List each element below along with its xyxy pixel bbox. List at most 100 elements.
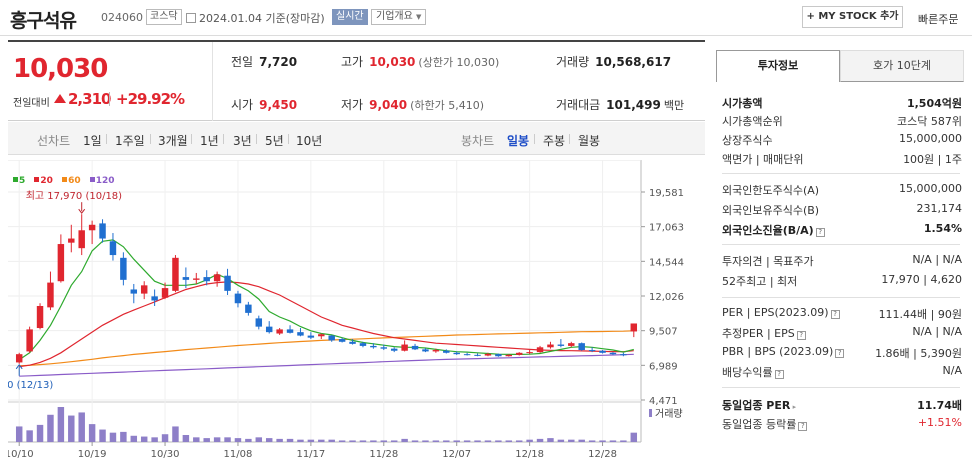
candle-body	[401, 344, 408, 351]
ma5-line	[18, 239, 634, 361]
change-percent: +29.92%	[116, 90, 185, 108]
quick-order-link[interactable]: 빠른주문	[918, 13, 959, 26]
volume-bar	[411, 440, 419, 442]
week52-value: 17,970 | 4,620	[881, 273, 962, 286]
divider	[191, 134, 192, 144]
candle-body	[432, 350, 440, 352]
monthly-tab[interactable]: 월봉	[578, 134, 601, 148]
est-per-value: N/A | N/A	[912, 325, 962, 338]
dividend-value: N/A	[942, 364, 962, 377]
volume-bar	[359, 440, 367, 442]
stock-header: 흥구석유 024060 코스닥 2024.01.04 기준(장마감) 실시간 기…	[0, 0, 972, 36]
x-tick-label: 10/30	[151, 449, 180, 460]
candle-body	[120, 257, 127, 280]
period-1d[interactable]: 1일	[83, 134, 102, 148]
divider	[109, 92, 110, 106]
open-value: 9,450	[259, 98, 298, 112]
volume-bar	[161, 434, 169, 442]
volume-bar	[536, 438, 544, 442]
volume-bar	[224, 437, 231, 442]
period-1y[interactable]: 1년	[200, 134, 219, 148]
volume-bar	[599, 440, 606, 442]
x-tick-label: 11/17	[296, 449, 325, 460]
high-annotation: 최고 17,970 (10/18)	[26, 190, 122, 202]
divider	[722, 387, 960, 388]
week52-label: 52주최고 | 최저	[722, 275, 798, 288]
candle-body	[172, 257, 179, 291]
est-per-row: 추정PER | EPS? N/A | N/A	[722, 325, 962, 341]
par-value: 100원 | 1주	[903, 153, 962, 166]
period-1w[interactable]: 1주일	[115, 134, 145, 148]
help-icon[interactable]: ?	[798, 422, 808, 431]
candle-body	[370, 345, 377, 348]
candle-body	[359, 343, 367, 346]
candle-body	[276, 329, 283, 334]
price-chart[interactable]: 19,581 17,063 14,544 12,026 9,507 6,989 4,471 1…	[8, 160, 705, 462]
industry-per-value: 11.74배	[917, 399, 962, 412]
pbr-value: 1.86배 | 5,390원	[875, 347, 962, 360]
volume-bar	[36, 424, 44, 442]
volume-bar	[265, 438, 273, 442]
help-icon[interactable]: ?	[796, 331, 806, 340]
volume-bar	[213, 437, 221, 442]
volume-bar	[151, 437, 158, 442]
candle-body	[505, 354, 513, 357]
y-tick-label: 9,507	[649, 327, 678, 338]
volume-bar	[255, 437, 263, 442]
volume-bar	[78, 412, 85, 442]
line-chart-tab[interactable]: 선차트	[37, 134, 71, 148]
period-3y[interactable]: 3년	[233, 134, 252, 148]
tab-order-book[interactable]: 호가 10단계	[840, 50, 964, 82]
par-value-row: 액면가 | 매매단위 100원 | 1주	[722, 151, 962, 167]
volume-bar	[495, 440, 502, 442]
help-icon[interactable]: ?	[835, 349, 845, 358]
volume-bar	[109, 432, 117, 442]
candle-chart-tab[interactable]: 봉차트	[461, 134, 495, 148]
realtime-button[interactable]: 실시간	[332, 9, 368, 25]
candle-body	[140, 285, 148, 294]
candle-body	[286, 329, 294, 333]
info-tabs: 투자정보 호가 10단계	[716, 50, 964, 82]
investment-info-panel: 투자정보 호가 10단계 시가총액 1,504억원 시가총액순위 코스닥 587…	[714, 40, 966, 462]
down-arrow-icon	[78, 208, 86, 215]
prev-close-value: 7,720	[259, 55, 298, 69]
daily-tab[interactable]: 일봉	[507, 134, 530, 148]
opinion-row: 투자의견 | 목표주가 N/A | N/A	[722, 253, 962, 269]
par-label: 액면가 | 매매단위	[722, 153, 804, 166]
x-tick-label: 12/18	[515, 449, 544, 460]
company-overview-dropdown[interactable]: 기업개요 ▼	[371, 9, 427, 25]
candle-body	[463, 354, 471, 356]
period-10y[interactable]: 10년	[296, 134, 323, 148]
candle-body	[338, 339, 346, 342]
candle-body	[99, 223, 106, 239]
shares-label: 상장주식수	[722, 134, 773, 147]
company-overview-label: 기업개요	[376, 11, 413, 22]
help-icon[interactable]: ?	[830, 310, 840, 319]
volume-bar	[401, 438, 408, 442]
stock-code: 024060	[101, 11, 143, 24]
volume-bar	[338, 440, 346, 442]
add-my-stock-button[interactable]: + MY STOCK 추가	[802, 6, 903, 28]
help-icon[interactable]: ?	[774, 370, 784, 379]
price-summary: 10,030 전일대비 2,310 +29.92% 전일 7,720 고가 10,0…	[8, 40, 705, 121]
upper-limit: (상한가 10,030)	[418, 56, 500, 69]
divider	[223, 134, 224, 144]
candle-body	[130, 289, 138, 294]
period-5y[interactable]: 5년	[265, 134, 284, 148]
candle-body	[536, 347, 544, 353]
y-tick-label: 17,063	[649, 223, 684, 234]
volume: 거래량 10,568,617	[556, 53, 671, 70]
candle-body	[15, 354, 23, 363]
tab-investment-info[interactable]: 투자정보	[716, 50, 840, 82]
opinion-label: 투자의견 | 목표주가	[722, 255, 814, 268]
low-value: 9,040	[369, 98, 408, 112]
ma120-line	[19, 353, 634, 377]
period-3m[interactable]: 3개월	[158, 134, 188, 148]
high-price: 고가 10,030 (상한가 10,030)	[341, 53, 499, 70]
candle-body	[234, 293, 242, 304]
help-icon[interactable]: ?	[815, 228, 825, 237]
x-tick-label: 11/28	[369, 449, 398, 460]
weekly-tab[interactable]: 주봉	[543, 134, 566, 148]
volume-bar	[47, 414, 54, 442]
candle-body	[620, 354, 627, 356]
